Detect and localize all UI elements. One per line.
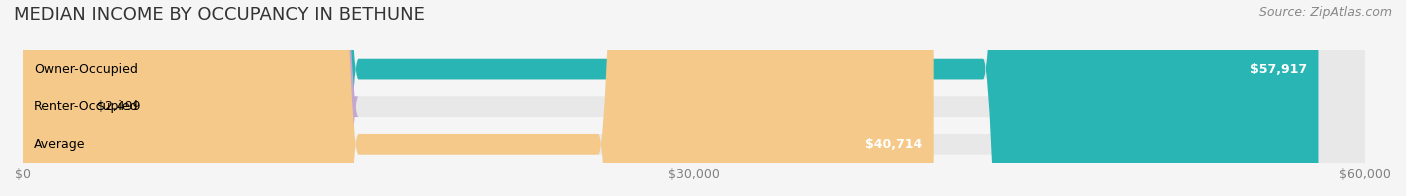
Text: Owner-Occupied: Owner-Occupied: [34, 63, 138, 76]
Text: $57,917: $57,917: [1250, 63, 1308, 76]
FancyBboxPatch shape: [22, 0, 1365, 196]
FancyBboxPatch shape: [22, 0, 1319, 196]
Text: $2,499: $2,499: [97, 100, 141, 113]
FancyBboxPatch shape: [0, 0, 359, 196]
Text: Renter-Occupied: Renter-Occupied: [34, 100, 139, 113]
Text: MEDIAN INCOME BY OCCUPANCY IN BETHUNE: MEDIAN INCOME BY OCCUPANCY IN BETHUNE: [14, 6, 425, 24]
Text: Average: Average: [34, 138, 86, 151]
FancyBboxPatch shape: [22, 0, 934, 196]
FancyBboxPatch shape: [22, 0, 1365, 196]
FancyBboxPatch shape: [22, 0, 1365, 196]
Text: Source: ZipAtlas.com: Source: ZipAtlas.com: [1258, 6, 1392, 19]
Text: $40,714: $40,714: [865, 138, 922, 151]
